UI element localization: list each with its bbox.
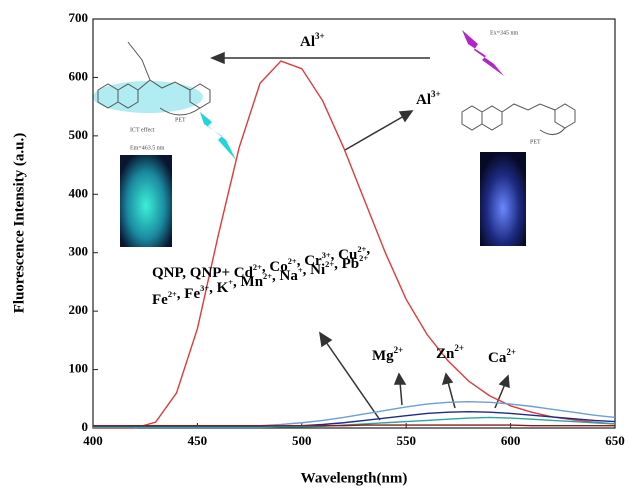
annotation-sup: 3+ [431,89,441,99]
x-tick-label: 650 [605,433,625,448]
annotation-text: , Mn [233,274,264,290]
inset-vial-left [120,155,172,247]
annotation: QNP, QNP+ Cd2+, Co2+, Cr3+, Cu2+, [152,241,370,281]
x-tick-label: 500 [292,433,312,448]
inset-bolt-left [200,112,236,160]
annotation-sup: 2+ [288,257,297,266]
x-axis-label: Wavelength(nm) [301,470,408,486]
annotation: Ca2+ [488,347,516,366]
y-axis-label: Fluorescence Intensity (a.u.) [11,133,27,314]
annotation: Zn2+ [436,343,464,362]
y-tick-label: 100 [69,361,89,376]
annotation-text: Al [416,92,431,108]
annotation-sup: 2+ [394,345,404,355]
annotation-text: , K [209,280,229,296]
annotation-sup: 3+ [315,31,325,41]
y-tick-label: 600 [69,68,89,83]
annotation: Fe2+, Fe3+, K+, Mn2+, Na+, Ni2+, Pb2+ [152,254,368,309]
line-series [93,416,616,429]
annotation-text: , Fe [177,286,201,302]
x-tick-label: 550 [396,433,416,448]
annotation-text: Zn [436,346,455,362]
inset-right-molecule [461,103,576,135]
y-tick-label: 400 [69,185,89,200]
x-tick-label: 450 [188,433,208,448]
plot-frame [92,18,616,429]
y-tick-label: 700 [69,10,89,25]
annotation-text: , Co [262,259,288,275]
annotation-text: , Cr [297,253,322,269]
annotation-sup: 2+ [253,263,262,272]
annotation: Mg2+ [372,345,403,364]
annotation-text: QNP, QNP+ Cd [152,265,254,281]
inset-vial-right [480,152,526,246]
annotation-text: Mg [372,348,394,364]
x-tick-label: 400 [83,433,103,448]
annotation-text: Fe [152,292,168,308]
x-tick-label: 600 [501,433,521,448]
annotation-sup: + [298,266,303,275]
annotation-sup: 2+ [168,290,177,299]
annotation-text: , [366,241,370,257]
inset-left-molecule [93,41,211,116]
annotation-text: , Cu [331,247,358,263]
annotation-sup: + [228,278,233,287]
annotation-text: , Ni [303,262,326,278]
annotation-sup: 3+ [322,251,331,260]
inset-label: Ex=345 nm [490,30,519,36]
annotation-text: , Pb [334,256,359,272]
annotation-sup: 2+ [325,260,334,269]
inset-label: ICT effect [130,126,155,133]
annotation-sup: 2+ [359,254,368,263]
annotation: Al3+ [300,31,325,50]
annotation-text: , Na [272,268,298,284]
inset-label: PET [175,117,186,123]
annotation-sup: 2+ [263,272,272,281]
line-series [93,424,615,427]
annotation-text: Al [300,34,315,50]
y-tick-label: 0 [82,419,89,434]
line-series [93,60,616,429]
annotation-text: Ca [488,350,507,366]
y-tick-label: 200 [69,302,89,317]
inset-bolt-right [462,30,504,76]
arrows [210,51,510,421]
annotation-sup: 2+ [357,245,366,254]
annotation-sup: 3+ [200,284,209,293]
inset-label: PET [530,139,541,145]
annotation-sup: 2+ [506,347,516,357]
y-tick-label: 300 [69,244,89,259]
annotation: Al3+ [416,89,441,108]
inset-label: Em=463.5 nm [130,145,165,151]
y-tick-label: 500 [69,127,89,142]
annotation-sup: 2+ [454,343,464,353]
